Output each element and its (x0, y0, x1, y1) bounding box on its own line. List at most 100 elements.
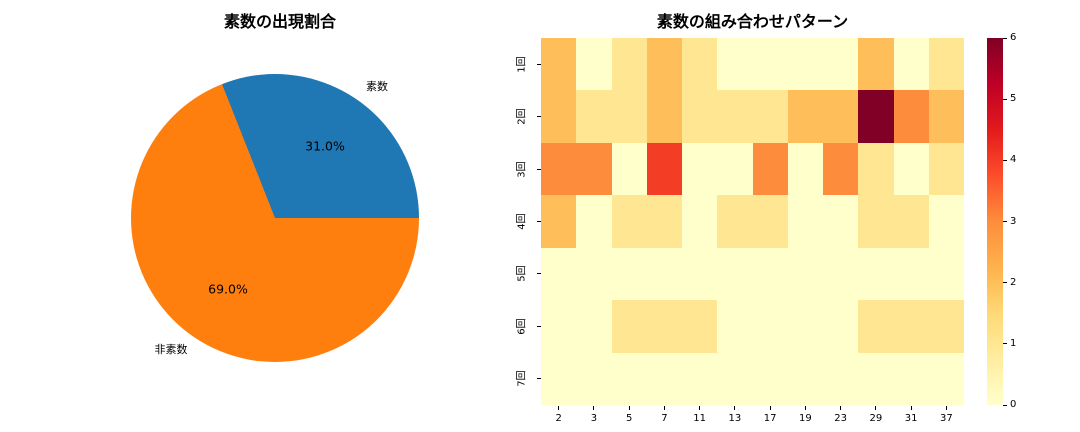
heatmap-cell-7回-17 (752, 352, 788, 405)
heatmap-cell-1回-13 (717, 38, 753, 91)
heatmap-cell-2回-7 (646, 90, 682, 143)
heatmap-x-label: 2 (555, 413, 562, 424)
heatmap-x-label: 7 (661, 413, 668, 424)
heatmap-title: 素数の組み合わせパターン (656, 12, 849, 31)
pie-chart (131, 74, 419, 362)
heatmap-cell-3回-13 (717, 142, 753, 196)
heatmap-cell-5回-13 (717, 247, 753, 301)
heatmap-cell-3回-37 (928, 142, 964, 196)
heatmap-cell-2回-37 (928, 90, 964, 143)
heatmap-y-label: 5回 (516, 265, 528, 283)
colorbar-tick-mark (1003, 98, 1007, 100)
pie-slice-label-prime: 素数 (366, 80, 388, 93)
heatmap-cell-1回-11 (682, 38, 718, 91)
heatmap-cell-2回-11 (682, 90, 718, 143)
x-tick-mark (894, 406, 929, 411)
heatmap-cell-4回-19 (787, 195, 823, 248)
heatmap-cell-7回-29 (858, 352, 894, 405)
colorbar-tick-mark (1003, 37, 1007, 39)
heatmap-cell-5回-7 (646, 247, 682, 301)
colorbar-tick-mark (1003, 343, 1007, 345)
heatmap-x-label: 17 (763, 413, 777, 424)
heatmap-cell-3回-11 (682, 142, 718, 196)
colorbar-tick-value: 1 (1010, 337, 1017, 349)
heatmap-y-label: 6回 (516, 318, 528, 335)
heatmap-cell-6回-23 (823, 300, 859, 353)
heatmap-cell-1回-23 (823, 38, 859, 91)
heatmap-y-axis-ticks (536, 38, 541, 405)
heatmap-cell-4回-7 (646, 195, 682, 248)
heatmap-cell-3回-29 (858, 142, 894, 196)
heatmap-cell-1回-29 (858, 38, 894, 91)
heatmap-cell-6回-31 (893, 300, 929, 353)
y-tick-mark (536, 90, 541, 142)
heatmap-cell-6回-7 (646, 300, 682, 353)
x-tick-mark (753, 406, 788, 411)
heatmap-cell-5回-2 (541, 247, 577, 301)
heatmap-x-label: 31 (904, 413, 918, 424)
heatmap-y-label: 7回 (516, 370, 528, 387)
heatmap-cell-2回-3 (576, 90, 612, 143)
heatmap-cell-1回-7 (646, 38, 682, 91)
heatmap-grid (541, 38, 964, 405)
heatmap-cell-7回-37 (928, 352, 964, 405)
heatmap-y-label: 4回 (516, 213, 528, 230)
heatmap-cell-3回-23 (823, 142, 859, 196)
colorbar-tick-value: 2 (1010, 276, 1017, 288)
y-tick-mark (536, 248, 541, 300)
colorbar-tick-value: 4 (1010, 154, 1017, 166)
x-tick-mark (647, 406, 682, 411)
pie-chart-title: 素数の出現割合 (223, 12, 336, 31)
heatmap-cell-3回-17 (752, 142, 788, 196)
heatmap-cell-4回-3 (576, 195, 612, 248)
colorbar-tick-mark (1003, 159, 1007, 161)
heatmap-cell-6回-3 (576, 300, 612, 353)
heatmap-cell-7回-19 (787, 352, 823, 405)
heatmap-cell-3回-3 (576, 142, 612, 196)
x-tick-mark (612, 406, 647, 411)
heatmap-cell-5回-37 (928, 247, 964, 301)
heatmap-cell-2回-23 (823, 90, 859, 143)
heatmap-cell-3回-5 (611, 142, 647, 196)
heatmap-cell-4回-13 (717, 195, 753, 248)
colorbar-tick-labels: 0 1 2 3 4 5 6 (1003, 32, 1033, 410)
heatmap-x-label: 37 (940, 413, 953, 424)
heatmap-cell-3回-2 (541, 142, 577, 196)
heatmap-cell-7回-7 (646, 352, 682, 405)
heatmap-cell-4回-11 (682, 195, 718, 248)
heatmap-x-label: 13 (728, 413, 742, 424)
heatmap-cell-5回-5 (611, 247, 647, 301)
heatmap-cell-3回-19 (787, 142, 823, 196)
heatmap-cell-5回-11 (682, 247, 718, 301)
heatmap-cell-1回-31 (893, 38, 929, 91)
heatmap-cell-2回-2 (541, 90, 577, 143)
heatmap-cell-5回-31 (893, 247, 929, 301)
heatmap-cell-4回-23 (823, 195, 859, 248)
x-tick-mark (788, 406, 823, 411)
x-tick-mark (682, 406, 717, 411)
x-tick-mark (541, 406, 576, 411)
colorbar-tick-value: 0 (1010, 399, 1017, 410)
heatmap-x-label: 19 (799, 413, 812, 424)
heatmap-x-label: 3 (590, 413, 598, 424)
x-tick-mark (823, 406, 858, 411)
heatmap-y-label: 2回 (516, 108, 528, 125)
colorbar-tick-value: 5 (1010, 93, 1017, 105)
heatmap-cell-6回-17 (752, 300, 788, 353)
heatmap-cell-1回-37 (928, 38, 964, 91)
heatmap-x-label: 5 (625, 413, 633, 424)
heatmap-cell-1回-3 (576, 38, 612, 91)
y-tick-mark (536, 353, 541, 405)
heatmap-cell-6回-11 (682, 300, 718, 353)
heatmap-cell-5回-23 (823, 247, 859, 301)
heatmap-cell-2回-31 (893, 90, 929, 143)
heatmap-cell-4回-31 (893, 195, 929, 248)
heatmap-cell-6回-2 (541, 300, 577, 353)
heatmap-cell-4回-29 (858, 195, 894, 248)
heatmap-cell-7回-3 (576, 352, 612, 405)
colorbar-tick-value: 6 (1010, 32, 1017, 43)
heatmap-cell-5回-29 (858, 247, 894, 301)
heatmap-cell-5回-17 (752, 247, 788, 301)
heatmap-x-axis-ticks (541, 406, 964, 411)
